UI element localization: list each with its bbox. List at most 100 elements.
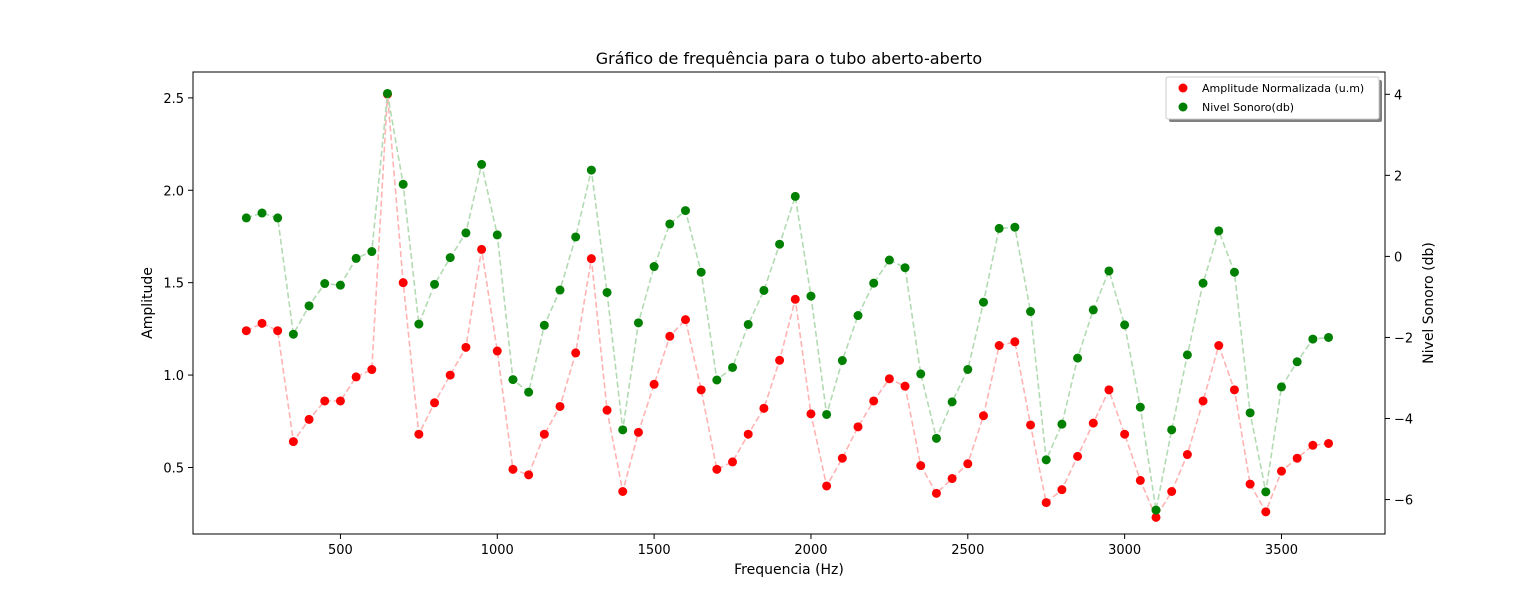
- data-point-nivel: [367, 247, 377, 257]
- data-point-amplitude: [539, 429, 549, 439]
- data-point-nivel: [586, 165, 596, 175]
- legend-marker-amplitude: [1178, 83, 1188, 93]
- data-point-amplitude: [618, 487, 628, 496]
- data-point-amplitude: [461, 342, 471, 352]
- data-point-nivel: [461, 228, 471, 238]
- data-point-nivel: [978, 297, 988, 307]
- data-point-nivel: [1041, 455, 1051, 465]
- data-point-nivel: [1276, 382, 1286, 392]
- data-point-nivel: [649, 262, 659, 272]
- data-point-amplitude: [1104, 385, 1114, 395]
- legend-marker-nivel: [1178, 102, 1188, 112]
- data-point-nivel: [665, 219, 675, 229]
- data-point-nivel: [477, 159, 487, 169]
- data-point-amplitude: [1120, 429, 1130, 439]
- data-point-nivel: [241, 213, 251, 223]
- data-point-nivel: [963, 364, 973, 374]
- y2-tick-label: 4: [1394, 88, 1402, 103]
- y2-tick-label: 2: [1394, 169, 1402, 184]
- data-point-amplitude: [712, 464, 722, 474]
- data-point-amplitude: [931, 488, 941, 498]
- data-point-nivel: [947, 397, 957, 407]
- data-point-amplitude: [398, 278, 408, 288]
- data-point-nivel: [555, 285, 565, 295]
- x-tick-label: 500: [328, 543, 353, 558]
- data-point-nivel: [571, 232, 581, 242]
- y2-axis-ticks: −6 −4 −2 0 2 4: [1385, 88, 1413, 509]
- y2-tick-label: −2: [1394, 331, 1413, 346]
- data-point-amplitude: [1151, 512, 1161, 522]
- data-point-nivel: [273, 213, 283, 223]
- y2-tick-label: 0: [1394, 250, 1402, 265]
- data-point-amplitude: [335, 396, 345, 406]
- data-point-nivel: [1120, 320, 1130, 330]
- data-point-amplitude: [790, 294, 800, 304]
- data-point-nivel: [398, 179, 408, 189]
- data-point-nivel: [900, 263, 910, 273]
- data-point-amplitude: [430, 398, 440, 408]
- data-point-amplitude: [288, 437, 298, 447]
- data-point-amplitude: [853, 422, 863, 432]
- y2-tick-label: −6: [1394, 494, 1413, 509]
- data-point-nivel: [743, 319, 753, 329]
- data-point-amplitude: [822, 481, 832, 491]
- data-point-amplitude: [884, 374, 894, 384]
- data-point-nivel: [430, 279, 440, 289]
- data-point-nivel: [1135, 402, 1145, 412]
- x-tick-label: 1500: [638, 543, 671, 558]
- data-point-nivel: [351, 253, 361, 263]
- data-point-amplitude: [571, 348, 581, 358]
- x-axis-title: Frequencia (Hz): [734, 562, 844, 578]
- x-tick-label: 3000: [1108, 543, 1141, 558]
- data-point-amplitude: [1229, 385, 1239, 395]
- data-point-nivel: [304, 301, 314, 311]
- data-point-amplitude: [1261, 507, 1271, 517]
- data-point-amplitude: [241, 326, 251, 336]
- plot-frame: [192, 71, 1386, 535]
- data-point-amplitude: [978, 411, 988, 421]
- data-point-nivel: [320, 279, 330, 289]
- data-point-amplitude: [1041, 498, 1051, 508]
- data-point-nivel: [1010, 222, 1020, 232]
- data-point-nivel: [884, 255, 894, 265]
- x-tick-label: 2500: [951, 543, 984, 558]
- data-point-amplitude: [665, 331, 675, 341]
- data-point-nivel: [775, 239, 785, 249]
- data-point-amplitude: [1026, 420, 1036, 430]
- data-point-amplitude: [414, 429, 424, 439]
- y2-axis-title: Nivel Sonoro (db): [1421, 242, 1437, 364]
- series-nivel: [241, 88, 1334, 515]
- data-point-nivel: [1229, 267, 1239, 277]
- data-point-amplitude: [759, 403, 769, 413]
- data-point-amplitude: [680, 315, 690, 325]
- data-point-nivel: [508, 375, 518, 385]
- data-point-amplitude: [586, 254, 596, 264]
- data-point-amplitude: [1214, 341, 1224, 350]
- series-layer: [241, 88, 1334, 522]
- data-point-nivel: [759, 285, 769, 295]
- data-point-nivel: [822, 409, 832, 419]
- data-point-amplitude: [1135, 475, 1145, 485]
- data-point-amplitude: [994, 341, 1004, 350]
- y2-tick-label: −4: [1394, 413, 1413, 428]
- data-point-amplitude: [1088, 418, 1098, 428]
- data-point-nivel: [728, 362, 738, 372]
- data-point-nivel: [869, 278, 879, 288]
- y-tick-label: 2.5: [163, 92, 184, 107]
- data-point-nivel: [994, 223, 1004, 233]
- data-point-amplitude: [1057, 485, 1067, 495]
- data-point-amplitude: [728, 457, 738, 467]
- data-point-amplitude: [1198, 396, 1208, 406]
- data-point-nivel: [618, 425, 628, 435]
- data-point-amplitude: [696, 385, 706, 395]
- data-point-nivel: [1198, 278, 1208, 288]
- series-line-nivel: [246, 93, 1329, 511]
- data-point-nivel: [1214, 226, 1224, 236]
- data-point-amplitude: [367, 365, 377, 375]
- data-point-amplitude: [304, 414, 314, 424]
- data-point-amplitude: [257, 318, 267, 328]
- data-point-nivel: [1308, 334, 1318, 344]
- y-tick-label: 1.5: [163, 277, 184, 292]
- data-point-amplitude: [1292, 453, 1302, 463]
